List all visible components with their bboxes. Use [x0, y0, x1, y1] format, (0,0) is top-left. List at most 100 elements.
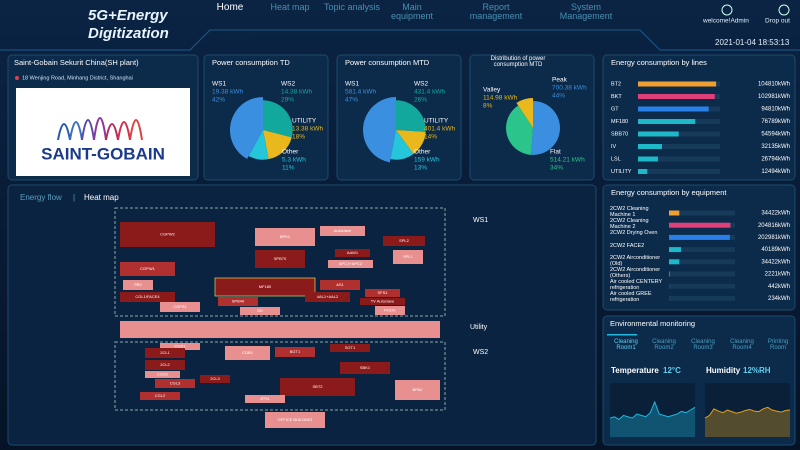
area-block[interactable]: [280, 378, 355, 396]
area-block[interactable]: [200, 375, 230, 383]
nav-item[interactable]: Heat map: [270, 2, 310, 12]
logout-icon[interactable]: [778, 4, 790, 16]
bar-label: IV: [611, 144, 617, 150]
slice-percent: 11%: [282, 165, 295, 172]
bar-label: GT: [611, 106, 619, 112]
area-block[interactable]: [395, 380, 440, 400]
area-block[interactable]: [305, 292, 350, 302]
bar-value: 2221kWh: [765, 272, 790, 278]
bar-value: 442kWh: [768, 284, 790, 290]
area-block[interactable]: [393, 250, 423, 264]
area-block[interactable]: [155, 379, 195, 388]
chart-bg: [610, 383, 695, 437]
slice-percent: 47%: [345, 97, 358, 104]
room-tab[interactable]: Cleaning Room4: [730, 339, 754, 352]
block-label: SPB40: [232, 299, 245, 304]
area-block[interactable]: [320, 226, 365, 236]
nav-item[interactable]: Home: [216, 2, 244, 13]
area-block[interactable]: [275, 347, 315, 357]
area-block[interactable]: [120, 262, 175, 276]
pie-slice: [396, 100, 426, 132]
bar-track: [638, 131, 720, 137]
area-block[interactable]: [120, 222, 215, 247]
bar: [638, 169, 648, 174]
logo-mark: [69, 121, 83, 141]
area-block[interactable]: [160, 343, 200, 350]
legend-label: Peak: [552, 77, 568, 84]
area-block[interactable]: [320, 280, 360, 290]
area-block[interactable]: [360, 298, 405, 305]
bar: [638, 131, 679, 137]
slice-percent: 18%: [292, 134, 305, 141]
nav-item[interactable]: Topic analysis: [323, 2, 381, 12]
area-block[interactable]: [375, 306, 405, 315]
pie-slice: [506, 105, 533, 155]
bar-track: [669, 295, 735, 301]
bar-value: 40189kWh: [761, 247, 790, 253]
area-block[interactable]: [214, 277, 316, 297]
nav-item[interactable]: Report management: [469, 2, 523, 22]
area-block[interactable]: [328, 260, 373, 268]
area-block[interactable]: [140, 392, 180, 400]
area-block[interactable]: [240, 307, 280, 315]
block-label: CGPS1: [173, 304, 187, 309]
area-block[interactable]: [335, 249, 370, 257]
block-label: SPL2: [399, 238, 410, 243]
block-label: SPB70: [274, 256, 287, 261]
area-block[interactable]: [255, 250, 305, 268]
legend-label: WS1: [345, 81, 359, 88]
reading-value: 12°C: [663, 366, 681, 375]
area-block[interactable]: [120, 292, 175, 302]
panel-title: Environmental monitoring: [610, 319, 695, 328]
logo-mark: [81, 119, 95, 141]
slice-percent: 29%: [281, 97, 294, 104]
block-label: SPL1: [403, 254, 414, 259]
block-label: 2CL1: [160, 350, 170, 355]
area: [705, 407, 790, 437]
block-label: AAW1: [347, 250, 359, 255]
block-label: APC1+APC2: [339, 261, 363, 266]
bar-value: 76789kWh: [761, 119, 790, 125]
room-tab[interactable]: Printing Room: [767, 339, 789, 352]
area-block[interactable]: [218, 297, 258, 306]
pie-slice: [516, 98, 533, 128]
area-block[interactable]: [245, 395, 285, 403]
bar-track: [638, 156, 720, 162]
slice-amount: 114.98 kWh: [483, 95, 518, 102]
bar-track: [669, 210, 735, 216]
bar-value: 234kWh: [768, 296, 790, 302]
area-block[interactable]: [145, 348, 185, 358]
block-label: FOOC: [384, 308, 396, 313]
nav-item[interactable]: Main equipment: [390, 2, 434, 22]
area-block[interactable]: [255, 228, 315, 246]
block-label: CGPW1: [140, 266, 155, 271]
bar: [669, 259, 680, 265]
room-tab[interactable]: Cleaning Room3: [691, 339, 715, 352]
block-label: CGB1: [242, 350, 254, 355]
area-block[interactable]: [225, 346, 270, 360]
bar-value: 94810kWh: [761, 107, 790, 113]
logo-mark: [57, 123, 71, 141]
block-label: CGL3: [170, 381, 181, 386]
area-block[interactable]: [340, 362, 390, 374]
nav-item[interactable]: System Management: [559, 2, 613, 22]
zone-label: WS1: [473, 217, 488, 224]
area-block[interactable]: [145, 371, 180, 378]
block-label: SGT1: [345, 345, 356, 350]
logo: SAINT-GOBAIN: [41, 144, 165, 163]
area-block[interactable]: [145, 360, 185, 370]
area-block[interactable]: [330, 344, 370, 352]
line: [609, 400, 696, 421]
room-tab[interactable]: Cleaning Room2: [652, 339, 676, 352]
bar-label: 2CW2 Cleaning Machine 1: [610, 206, 649, 218]
room-tab[interactable]: Cleaning Room1: [614, 339, 638, 352]
slice-percent: 8%: [483, 103, 493, 110]
bar-label: UTILITY: [611, 169, 632, 175]
area-block[interactable]: [160, 302, 200, 312]
bar-value: 34422kWh: [761, 259, 790, 265]
user-icon[interactable]: [721, 4, 733, 16]
area-block[interactable]: [383, 236, 425, 246]
block-label: AS1: [336, 282, 344, 287]
area-block[interactable]: [365, 289, 400, 297]
area-block[interactable]: [123, 280, 153, 290]
